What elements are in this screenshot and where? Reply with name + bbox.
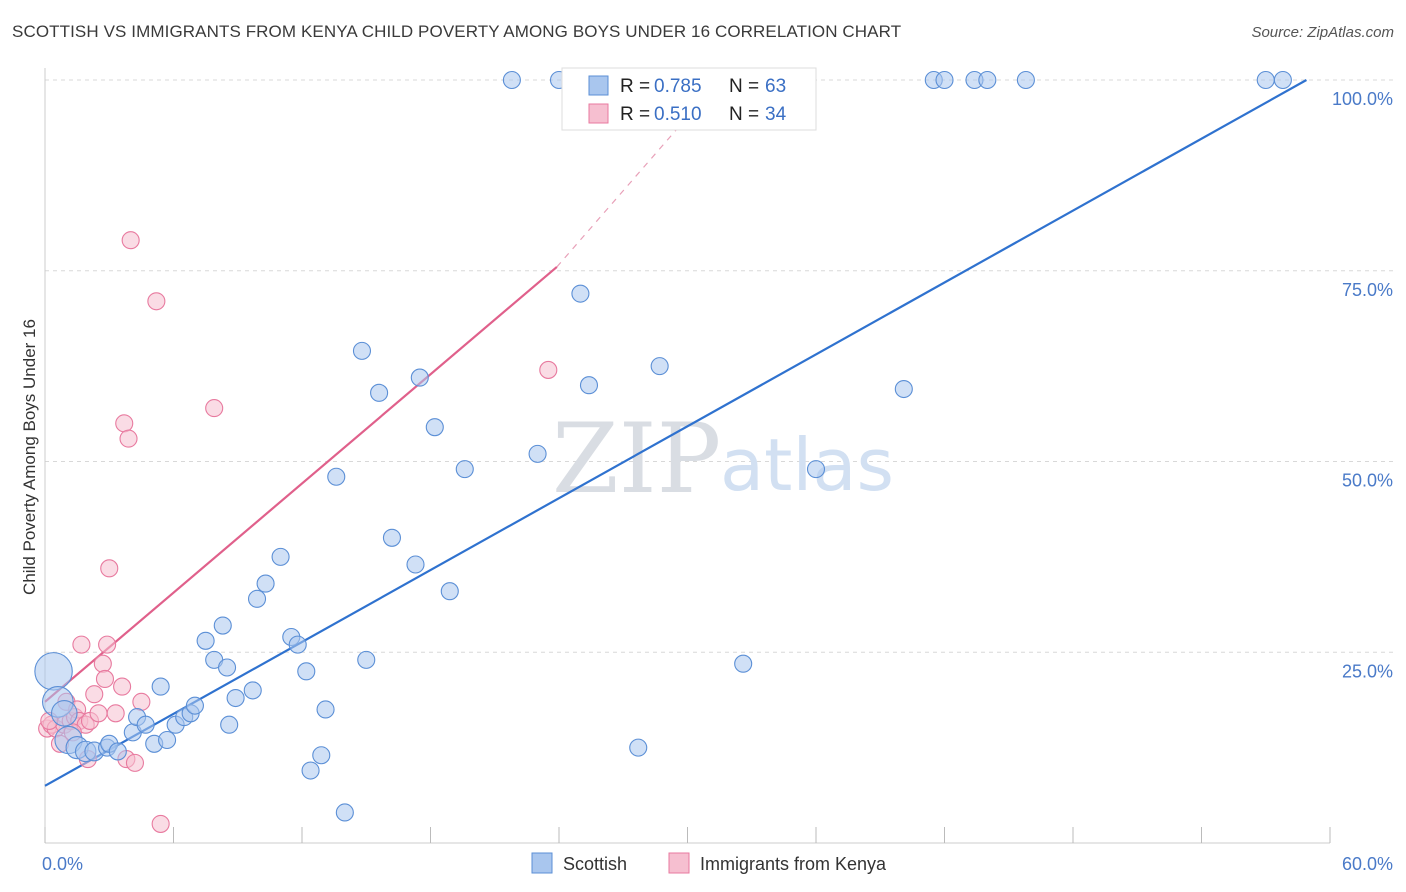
point-kenya	[93, 654, 112, 673]
point-kenya	[115, 414, 134, 433]
point-scottish	[158, 730, 177, 750]
point-scottish	[352, 341, 372, 360]
point-kenya	[147, 292, 166, 311]
point-scottish	[327, 467, 346, 486]
point-scottish	[357, 650, 376, 669]
point-scottish	[301, 761, 320, 780]
gridlines	[45, 79, 1396, 653]
point-scottish	[34, 652, 73, 691]
point-scottish	[1273, 70, 1292, 90]
series-legend: Scottish Immigrants from Kenya	[531, 852, 887, 874]
point-scottish	[288, 635, 307, 654]
point-scottish	[579, 376, 599, 395]
point-scottish	[410, 368, 429, 387]
chart-source: Source: ZipAtlas.com	[1251, 24, 1394, 41]
point-kenya	[539, 360, 558, 379]
point-scottish	[316, 700, 335, 719]
point-kenya	[100, 559, 119, 578]
watermark-atlas: atlas	[720, 423, 894, 507]
point-scottish	[425, 418, 444, 437]
point-kenya	[119, 429, 138, 448]
point-scottish	[213, 616, 232, 635]
bottom-legend-scottish: Scottish	[563, 854, 627, 874]
point-kenya	[132, 692, 151, 711]
point-scottish	[382, 528, 402, 547]
point-scottish	[243, 681, 262, 700]
tick-labels: 25.0% 50.0% 75.0% 100.0% 0.0% 60.0%	[42, 89, 1393, 874]
point-kenya	[121, 231, 140, 250]
x-tick-label: 60.0%	[1342, 854, 1393, 874]
trend-line-scottish	[44, 79, 1307, 787]
point-scottish	[50, 699, 78, 727]
point-scottish	[335, 803, 354, 822]
point-scottish	[734, 654, 753, 673]
point-kenya	[151, 814, 170, 833]
point-kenya	[89, 704, 108, 723]
point-scottish	[220, 715, 239, 734]
legend-r-label: R =	[620, 104, 650, 125]
data-points	[34, 70, 1292, 833]
y-tick-label: 50.0%	[1342, 471, 1393, 491]
point-scottish	[894, 379, 913, 399]
point-scottish	[406, 555, 425, 574]
correlation-legend: R = 0.785 N = 63 R = 0.510 N = 34	[561, 67, 817, 131]
point-scottish	[217, 658, 237, 677]
point-kenya	[95, 669, 115, 689]
legend-r-label: R =	[620, 76, 650, 97]
point-scottish	[571, 284, 590, 303]
point-scottish	[650, 357, 669, 376]
point-scottish	[440, 582, 459, 601]
point-kenya	[113, 677, 132, 696]
point-scottish	[1016, 70, 1035, 90]
point-scottish	[455, 460, 474, 479]
point-kenya	[205, 399, 224, 418]
point-scottish	[196, 631, 215, 650]
point-kenya	[98, 635, 117, 654]
point-kenya	[125, 753, 144, 772]
point-scottish	[226, 688, 245, 708]
legend-swatch-kenya	[588, 103, 609, 124]
point-scottish	[185, 696, 204, 715]
y-tick-label: 75.0%	[1342, 280, 1393, 300]
x-tick-label: 0.0%	[42, 854, 83, 874]
point-scottish	[806, 460, 826, 479]
point-scottish	[247, 589, 267, 608]
point-scottish	[1256, 70, 1275, 90]
legend-n-label: N =	[729, 104, 759, 125]
point-scottish	[629, 738, 648, 757]
legend-r-value: 0.785	[654, 76, 702, 97]
point-scottish	[978, 70, 997, 90]
y-tick-label: 100.0%	[1332, 89, 1393, 109]
point-scottish	[528, 444, 547, 463]
point-kenya	[85, 685, 104, 704]
chart-title: SCOTTISH VS IMMIGRANTS FROM KENYA CHILD …	[12, 22, 902, 41]
point-scottish	[271, 547, 290, 566]
legend-n-value: 34	[765, 104, 787, 125]
bottom-legend-kenya: Immigrants from Kenya	[700, 854, 887, 874]
legend-n-label: N =	[729, 76, 759, 97]
y-tick-label: 25.0%	[1342, 661, 1393, 681]
point-kenya	[106, 704, 125, 723]
point-kenya	[72, 635, 91, 654]
point-scottish	[256, 574, 275, 593]
trend-line-kenya	[44, 266, 558, 703]
legend-swatch-scottish	[588, 75, 609, 96]
point-scottish	[297, 662, 316, 681]
watermark-zip: ZIP	[552, 403, 721, 515]
point-scottish	[935, 70, 954, 90]
point-scottish	[370, 383, 389, 402]
bottom-legend-swatch-scottish	[531, 852, 553, 874]
point-scottish	[136, 715, 155, 734]
point-scottish	[502, 70, 521, 90]
legend-r-value: 0.510	[654, 104, 702, 125]
point-scottish	[312, 746, 331, 765]
bottom-legend-swatch-kenya	[668, 852, 690, 874]
y-axis-title: Child Poverty Among Boys Under 16	[20, 319, 39, 595]
point-scottish	[151, 677, 170, 696]
legend-n-value: 63	[765, 76, 786, 97]
point-scottish	[108, 742, 127, 761]
trend-lines	[44, 79, 1307, 787]
